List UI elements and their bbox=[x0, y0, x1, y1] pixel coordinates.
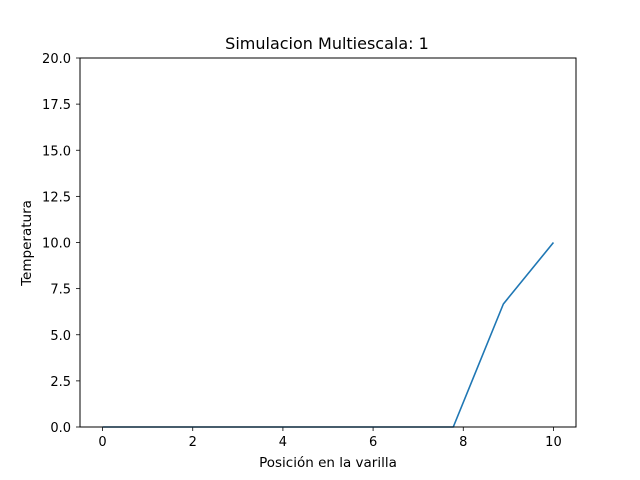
y-tick-label: 17.5 bbox=[42, 98, 71, 113]
x-tick-label: 6 bbox=[369, 435, 377, 450]
y-tick-label: 5.0 bbox=[50, 329, 71, 344]
y-tick-label: 7.5 bbox=[50, 283, 71, 298]
x-tick-label: 8 bbox=[459, 435, 467, 450]
y-tick-label: 20.0 bbox=[42, 52, 71, 67]
chart-title: Simulacion Multiescala: 1 bbox=[225, 34, 429, 53]
y-tick-label: 0.0 bbox=[50, 421, 71, 436]
ticks: 0 2 4 6 8 10 0.0 2.5 5.0 7.5 10.0 12.5 15.0 17.5 20.0 bbox=[42, 52, 562, 450]
x-tick-label: 4 bbox=[279, 435, 287, 450]
series-line-0 bbox=[102, 241, 555, 428]
y-tick-label: 10.0 bbox=[42, 237, 71, 252]
x-tick-label: 2 bbox=[189, 435, 197, 450]
x-tick-label: 10 bbox=[545, 435, 562, 450]
y-tick-label: 2.5 bbox=[50, 375, 71, 390]
y-axis-label: Temperatura bbox=[19, 200, 35, 287]
y-tick-label: 12.5 bbox=[42, 190, 71, 205]
x-axis-label: Posición en la varilla bbox=[259, 455, 397, 471]
y-tick-label: 15.0 bbox=[42, 144, 71, 159]
x-tick-label: 0 bbox=[98, 435, 106, 450]
plot-area bbox=[102, 241, 555, 428]
plot-frame bbox=[79, 57, 577, 428]
